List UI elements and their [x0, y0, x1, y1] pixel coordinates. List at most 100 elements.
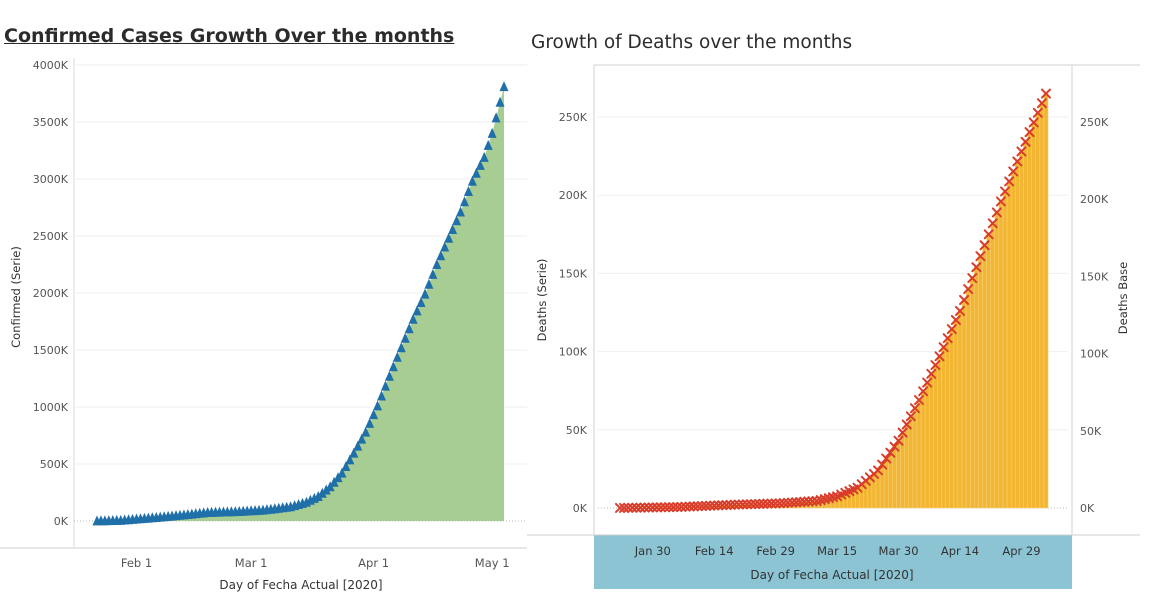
chart2-x-marker — [918, 386, 929, 397]
chart2-x-marker — [971, 262, 982, 273]
chart1-triangle-marker — [396, 342, 406, 353]
chart2-x-tick-label: Mar 15 — [817, 544, 857, 558]
chart2-bar — [945, 337, 950, 509]
chart2-x-marker — [922, 377, 933, 388]
chart2-x-marker — [1024, 127, 1035, 138]
chart2-bar — [969, 277, 975, 509]
chart2-bar — [961, 299, 967, 509]
chart2-x-marker — [909, 403, 920, 414]
chart1-triangle-marker — [459, 196, 469, 207]
chart2-right-y-axis-title: Deaths Base — [1116, 262, 1130, 334]
chart2-x-marker — [979, 240, 990, 251]
chart1-y-tick-label: 2500K — [33, 230, 69, 243]
chart2-bar — [1035, 112, 1041, 509]
chart2-bar — [859, 483, 864, 509]
chart2-x-marker — [901, 419, 912, 430]
chart1-triangle-marker — [456, 206, 466, 217]
chart2-bar — [990, 223, 996, 509]
chart2-x-marker — [914, 395, 925, 406]
chart2-x-marker — [930, 360, 941, 371]
chart2-x-marker — [946, 324, 957, 335]
chart1-y-tick-label: 4000K — [33, 59, 69, 72]
chart2-x-marker — [934, 351, 945, 362]
chart2-right-y-tick-label: 100K — [1080, 348, 1109, 361]
chart2-x-tick-label: Jan 30 — [634, 544, 671, 558]
chart2-bar — [994, 212, 1000, 509]
chart2-bar — [978, 255, 983, 509]
chart1-y-tick-label: 3500K — [33, 116, 69, 129]
chart2-x-marker — [1020, 136, 1031, 147]
chart1-y-tick-label: 1000K — [33, 401, 69, 414]
chart1-triangle-marker — [384, 370, 394, 381]
chart2-bar — [986, 234, 991, 509]
chart2-bar — [933, 364, 938, 509]
chart2-bar — [1027, 131, 1032, 509]
chart2-bar — [937, 356, 942, 509]
chart2-bar — [974, 266, 979, 509]
chart2-x-marker — [983, 229, 994, 240]
chart1-triangle-marker — [377, 390, 387, 401]
chart1-triangle-marker — [321, 484, 331, 495]
chart2-x-marker — [873, 465, 884, 476]
chart1-y-tick-label: 2000K — [33, 287, 69, 300]
chart2-x-marker — [1036, 98, 1047, 109]
chart1-y-tick-label: 0K — [54, 515, 69, 528]
chart1-triangle-marker — [483, 139, 493, 150]
chart1-triangle-marker — [487, 127, 497, 138]
chart1-triangle-marker — [341, 460, 351, 471]
chart1-x-tick-label: May 1 — [475, 556, 510, 570]
chart1-triangle-marker — [491, 112, 501, 123]
chart2-x-marker — [938, 342, 949, 353]
chart2-x-marker — [889, 441, 900, 452]
chart1-triangle-marker — [373, 400, 383, 411]
chart1-triangle-marker — [357, 433, 367, 444]
chart1-triangle-marker — [361, 426, 371, 437]
chart1-triangle-marker — [369, 409, 379, 420]
chart1-x-tick-label: Feb 1 — [121, 556, 152, 570]
chart2-bar — [916, 399, 922, 509]
chart2-x-marker — [1000, 186, 1011, 197]
chart2-x-marker — [1012, 156, 1023, 167]
chart2-y-tick-label: 100K — [559, 346, 588, 359]
chart1-triangle-marker — [495, 96, 505, 107]
chart2-bar — [1015, 161, 1020, 509]
chart2-bar — [957, 310, 963, 509]
chart-title-deaths: Growth of Deaths over the months — [531, 32, 853, 53]
chart2-y-axis-title: Deaths (Serie) — [535, 259, 549, 342]
chart2-bar — [1010, 171, 1016, 509]
chart2-x-marker — [991, 207, 1002, 218]
chart2-x-marker — [963, 284, 974, 295]
chart2-x-marker — [1016, 146, 1027, 157]
chart2-x-marker — [995, 196, 1006, 207]
chart1-triangle-marker — [424, 278, 434, 289]
chart1-triangle-marker — [444, 232, 454, 243]
chart2-bar — [1043, 93, 1049, 509]
chart1-triangle-marker — [452, 215, 462, 226]
chart1-area — [97, 86, 504, 521]
chart1-triangle-marker — [440, 241, 450, 252]
chart2-x-marker — [877, 459, 888, 470]
chart1-triangle-marker — [388, 361, 398, 372]
chart1-triangle-marker — [467, 175, 477, 186]
chart2-x-tick-label: Apr 29 — [1002, 544, 1040, 558]
chart1-triangle-marker — [436, 250, 446, 261]
chart1-triangle-marker — [463, 186, 473, 197]
chart2-x-tick-label: Feb 14 — [695, 544, 734, 558]
chart2-x-marker — [1041, 88, 1051, 99]
chart2-bar — [1002, 191, 1008, 509]
chart1-triangle-marker — [317, 487, 327, 498]
chart2-bar — [929, 373, 934, 509]
chart1-triangle-marker — [475, 159, 485, 170]
chart2-x-marker — [897, 427, 908, 438]
chart2-x-tick-label: Mar 30 — [879, 544, 919, 558]
chart1-x-tick-label: Mar 1 — [235, 556, 268, 570]
chart1-triangle-marker — [365, 417, 375, 428]
chart1-triangle-marker — [400, 332, 410, 343]
chart2-right-y-tick-label: 0K — [1080, 502, 1095, 515]
chart2-x-axis-band — [594, 535, 1072, 589]
chart2-bar — [953, 319, 959, 509]
chart2-bar — [1019, 151, 1024, 509]
chart1-y-axis-title: Confirmed (Serie) — [9, 246, 23, 348]
chart1-triangle-marker — [337, 467, 347, 478]
